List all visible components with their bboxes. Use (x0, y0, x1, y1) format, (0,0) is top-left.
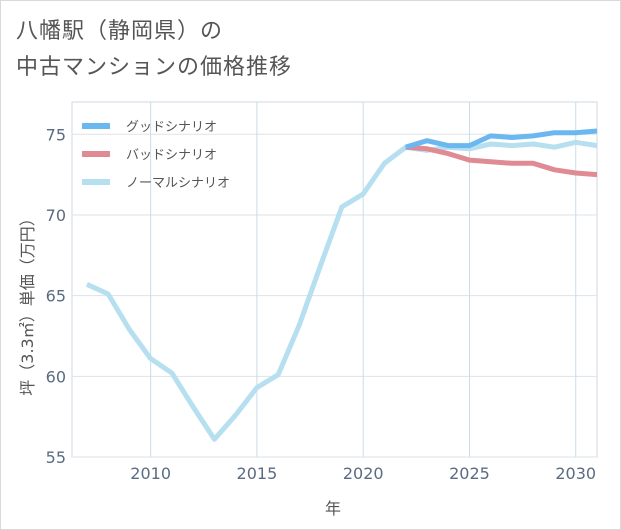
x-tick-label: 2010 (130, 464, 171, 483)
series-line-2 (405, 144, 598, 178)
legend-label: バッドシナリオ (126, 148, 217, 163)
y-axis-label: 坪（3.3㎡）単価（万円） (18, 210, 37, 395)
series-line-1 (404, 128, 598, 150)
series-lines (85, 128, 598, 442)
title-line-1: 八幡駅（静岡県）の (16, 19, 224, 44)
y-tick-label: 65 (46, 287, 66, 306)
x-tick-label: 2020 (343, 464, 384, 483)
y-axis-ticks: 55 60 65 70 75 (46, 125, 66, 467)
chart-title: 八幡駅（静岡県）の 中古マンションの価格推移 (16, 14, 576, 86)
legend-label: ノーマルシナリオ (126, 176, 230, 191)
y-tick-label: 60 (46, 367, 66, 386)
x-tick-label: 2025 (449, 464, 490, 483)
x-axis-ticks: 2010 2015 2020 2025 2030 (130, 464, 596, 483)
grid-lines (71, 101, 598, 458)
y-tick-label: 55 (46, 448, 66, 467)
legend-label: グッドシナリオ (126, 120, 217, 135)
x-tick-label: 2015 (237, 464, 278, 483)
x-axis-label: 年 (325, 499, 341, 518)
y-tick-label: 70 (46, 206, 66, 225)
x-tick-label: 2030 (555, 464, 596, 483)
title-line-2: 中古マンションの価格推移 (16, 55, 293, 80)
y-tick-label: 75 (46, 125, 66, 144)
series-line-3 (85, 139, 598, 442)
